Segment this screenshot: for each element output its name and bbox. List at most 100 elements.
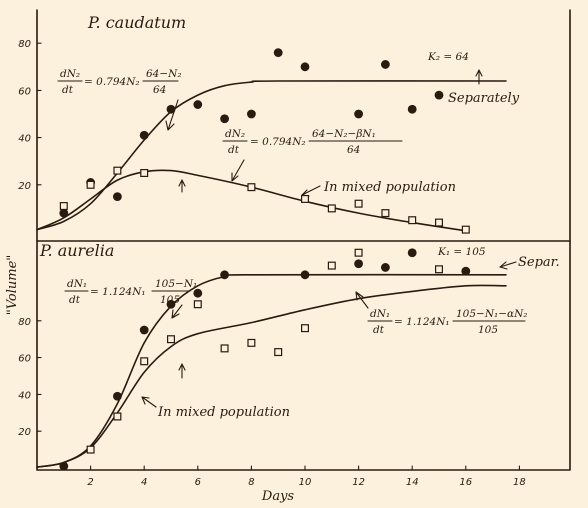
caudatum-separately-curve — [36, 80, 507, 231]
eq-bot-mix-frac-num: 105−N₁−αN₂ — [456, 308, 528, 320]
aurelia-separate-point — [381, 263, 390, 272]
aurelia-mixed-point — [86, 445, 95, 454]
aurelia-separate-point — [354, 259, 363, 269]
caudatum-mixed-point — [140, 169, 149, 178]
y-tick-label: 60 — [18, 354, 31, 365]
caudatum-mixed-point — [408, 216, 417, 225]
aurelia-separately-curve — [36, 273, 507, 468]
caudatum-mixed-point — [354, 199, 363, 208]
x-tick-label: 4 — [141, 477, 147, 488]
eq-top-mix-frac-den: 64 — [347, 144, 360, 156]
caudatum-mixed-point — [113, 166, 122, 175]
plot-frame — [36, 9, 571, 471]
arrow-mixed-bottom — [141, 396, 157, 408]
caudatum-separate-point — [247, 109, 256, 119]
y-tick-label: 40 — [18, 134, 31, 145]
aurelia-mixed-point — [274, 348, 283, 357]
aurelia-separate-point — [220, 270, 230, 280]
caudatum-mixed-point — [86, 180, 95, 189]
caudatum-mixed-point — [461, 225, 470, 234]
x-tick-label: 2 — [87, 477, 93, 488]
arrow-eq-bot-separate — [171, 304, 183, 319]
caudatum-mixed-curve — [36, 169, 467, 232]
caudatum-mixed-point — [381, 209, 390, 218]
y-tick-label: 20 — [18, 181, 31, 192]
x-tick-label: 6 — [195, 477, 201, 488]
equation-aurelia-mixed: dN₁ dt = 1.124N₁ 105−N₁−αN₂ 105 — [367, 308, 528, 336]
aurelia-mixed-point — [435, 265, 444, 274]
y-axis-label: "Volume" — [5, 255, 20, 316]
k2-label: K₂ = 64 — [427, 51, 469, 63]
y-tick-label: 60 — [18, 86, 31, 97]
equation-aurelia-separate: dN₁ dt = 1.124N₁ 105−N₁ 105 — [64, 278, 197, 306]
aurelia-separate-point — [193, 288, 203, 298]
aurelia-mixed-point — [354, 248, 363, 257]
caudatum-mixed-point — [301, 194, 310, 203]
eq-bot-sep-lhs-num: dN₁ — [67, 278, 87, 290]
eq-bot-sep-rhs: = 1.124N₁ — [90, 286, 146, 298]
caudatum-separate-point — [139, 130, 149, 140]
caudatum-separate-point — [407, 104, 417, 114]
aurelia-mixed-point — [193, 300, 202, 309]
annotation-arrows — [141, 69, 517, 408]
x-tick-label: 10 — [299, 477, 312, 488]
arrow-k2 — [475, 69, 483, 85]
x-tick-label: 14 — [406, 477, 419, 488]
aurelia-mixed-curve — [36, 284, 507, 468]
separately-label-top: Separately — [448, 91, 520, 106]
caudatum-mixed-point — [435, 218, 444, 227]
eq-top-mix-lhs-num: dN₂ — [225, 128, 245, 140]
aurelia-mixed-point — [301, 324, 310, 333]
eq-bot-mix-lhs-den: dt — [373, 324, 385, 336]
arrow-bot-mixed-curve — [178, 363, 186, 379]
arrow-top-peak — [178, 179, 186, 193]
caudatum-separate-point — [113, 192, 122, 202]
panel-title-caudatum: P. caudatum — [87, 13, 186, 32]
eq-bot-sep-lhs-den: dt — [69, 294, 81, 306]
aurelia-mixed-point — [113, 412, 122, 421]
caudatum-separate-point — [381, 60, 390, 69]
aurelia-separate-point — [139, 325, 149, 335]
aurelia-mixed-point — [327, 261, 336, 270]
aurelia-separate-point — [300, 270, 310, 280]
eq-bot-mix-frac-den: 105 — [478, 324, 498, 336]
separately-label-bottom: Separ. — [518, 255, 560, 270]
aurelia-separate-point — [407, 248, 417, 258]
aurelia-mixed-point — [247, 338, 256, 347]
equation-caudatum-separate: dN₂ dt = 0.794N₂ 64−N₂ 64 — [57, 68, 182, 96]
eq-top-sep-lhs-num: dN₂ — [60, 68, 80, 80]
caudatum-mixed-point — [327, 204, 336, 213]
x-tick-label: 12 — [352, 477, 365, 488]
k1-label: K₁ = 105 — [437, 246, 486, 258]
eq-bot-mix-rhs: = 1.124N₁ — [394, 316, 450, 328]
equation-caudatum-mixed: dN₂ dt = 0.794N₂ 64−N₂−βN₁ 64 — [222, 128, 403, 156]
eq-top-sep-frac-den: 64 — [153, 84, 166, 96]
mixed-label-top: In mixed population — [323, 180, 456, 195]
y-tick-label: 80 — [18, 39, 31, 50]
arrow-separ-bottom — [499, 261, 517, 270]
aurelia-separate-point — [59, 461, 69, 471]
mixed-label-bottom: In mixed population — [157, 405, 290, 420]
arrow-eq-top-mixed — [231, 159, 245, 182]
caudatum-separate-point — [59, 208, 69, 218]
eq-top-sep-rhs: = 0.794N₂ — [84, 76, 140, 88]
eq-top-sep-frac-num: 64−N₂ — [146, 68, 182, 80]
arrow-eq-top-separate — [165, 99, 179, 131]
panel-title-aurelia: P. aurelia — [39, 241, 114, 260]
x-tick-label: 18 — [513, 477, 526, 488]
caudatum-mixed-point — [247, 183, 256, 192]
aurelia-separate-point — [461, 266, 471, 276]
y-tick-label: 40 — [18, 390, 31, 401]
arrow-mixed-top — [301, 185, 321, 197]
caudatum-separate-point — [300, 62, 310, 72]
caudatum-separate-point — [166, 104, 176, 114]
caudatum-mixed-point — [59, 202, 68, 211]
x-tick-label: 16 — [459, 477, 472, 488]
y-tick-label: 20 — [18, 427, 31, 438]
aurelia-separate-point — [166, 299, 176, 309]
x-tick-label: 8 — [248, 477, 254, 488]
eq-bot-mix-lhs-num: dN₁ — [370, 308, 390, 320]
arrow-eq-bot-mixed — [355, 291, 369, 309]
